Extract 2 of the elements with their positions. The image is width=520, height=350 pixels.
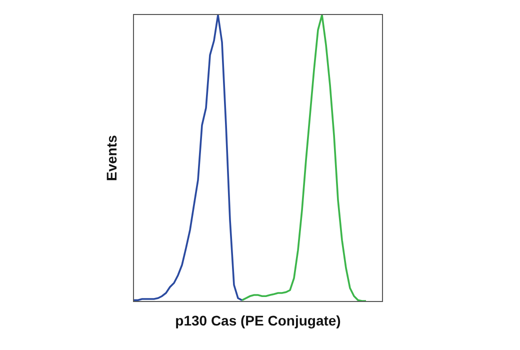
x-axis-title: p130 Cas (PE Conjugate) [175, 312, 341, 328]
y-axis-title: Events [104, 134, 120, 181]
